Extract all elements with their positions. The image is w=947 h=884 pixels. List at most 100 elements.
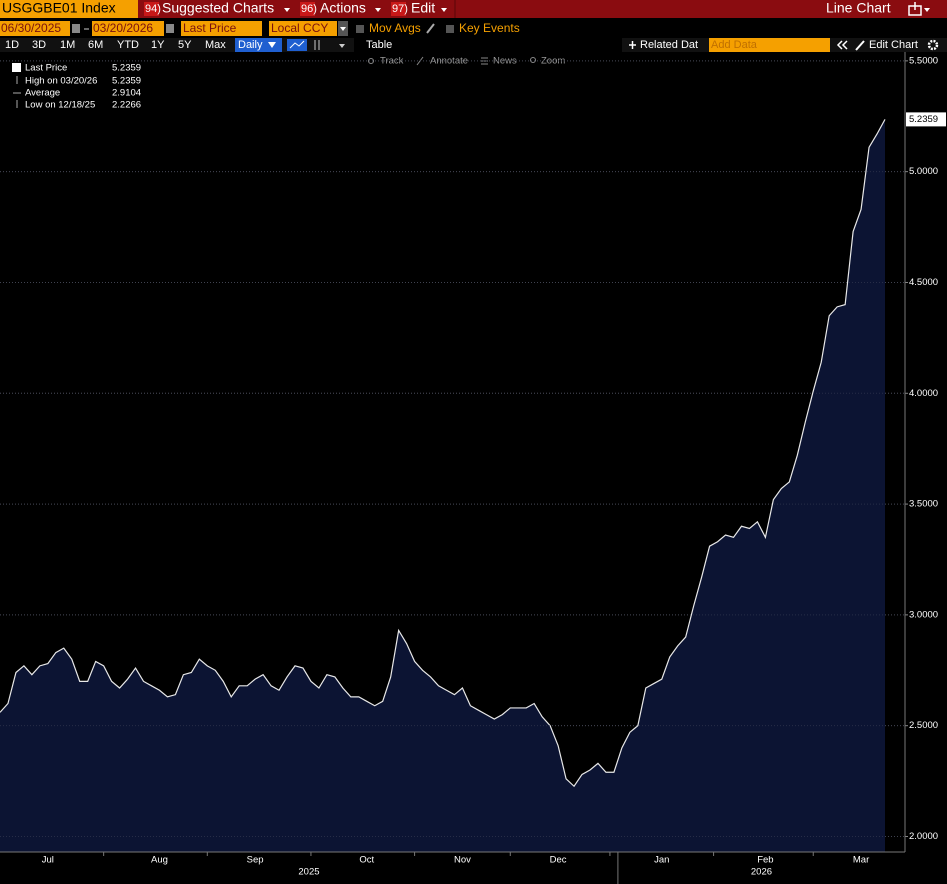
ticker: USGGBE01 Index (2, 0, 116, 16)
x-tick-label: Sep (247, 855, 264, 866)
y-tick-label: 5.0000 (909, 166, 938, 177)
dropdown-arrow[interactable] (339, 44, 345, 48)
range-button[interactable]: 5Y (178, 39, 192, 51)
ticker-field[interactable] (0, 0, 138, 18)
legend: Last Price 5.2359 High on 03/20/26 5.235… (12, 63, 141, 111)
menu-code-box (300, 2, 315, 16)
menu-code-box (391, 2, 406, 16)
collapse-icon[interactable] (841, 40, 848, 50)
menu-edit[interactable]: 97) Edit (391, 0, 447, 16)
legend-label: Low on 12/18/25 (25, 100, 95, 111)
start-date-field[interactable] (0, 21, 70, 36)
range-button[interactable]: 1M (60, 39, 75, 51)
field: Last Price (183, 21, 237, 35)
calendar-icon[interactable] (72, 24, 80, 33)
toggle-label: Mov Avgs (369, 21, 421, 35)
range-button[interactable]: YTD (117, 39, 139, 51)
add-data-field[interactable] (709, 38, 830, 52)
menu-label: Suggested Charts (162, 0, 274, 16)
menu-code: 96) (301, 3, 317, 15)
menu-code: 97) (392, 3, 408, 15)
range-button[interactable]: 1Y (151, 39, 165, 51)
x-tick-label: Mar (853, 855, 869, 866)
frequency: Daily (238, 39, 263, 51)
start-date: 06/30/2025 (1, 21, 61, 35)
menu-actions[interactable]: 96) Actions (300, 0, 381, 16)
legend-value: 5.2359 (112, 63, 141, 74)
last-value-label: 5.2359 (909, 114, 938, 125)
add-data: Add Data (711, 39, 758, 51)
menu-code: 94) (145, 3, 161, 15)
tool[interactable]: Annotate (430, 56, 468, 67)
menu-suggested[interactable]: 94) Suggested Charts (144, 0, 290, 16)
checkbox[interactable] (446, 25, 454, 33)
dropdown-arrow (441, 8, 447, 12)
y-tick-label: 3.0000 (909, 609, 938, 620)
view-name[interactable]: Line Chart (826, 0, 891, 16)
range-button[interactable]: 6M (88, 39, 103, 51)
area (0, 119, 885, 852)
zoom-icon (530, 57, 536, 63)
tool[interactable]: Track (380, 56, 404, 67)
range-buttons: 1D 3D 1M 6M YTD 1Y 5Y Max (5, 39, 226, 51)
y-tick-label: 4.5000 (909, 277, 938, 288)
pencil-icon (855, 40, 865, 51)
last-value-tag (906, 112, 946, 127)
menu-code-box (144, 2, 159, 16)
end-date-field[interactable] (92, 21, 164, 36)
edit-chart[interactable]: Edit Chart (869, 39, 918, 51)
plot: 2.0000 2.5000 3.0000 3.5000 4.0000 4.5000 5.00… (0, 52, 946, 884)
legend-swatch (12, 63, 21, 72)
dropdown-arrow (924, 8, 930, 12)
x-tick-label: Dec (550, 855, 567, 866)
line (0, 119, 886, 788)
range-button[interactable]: 3D (32, 39, 46, 51)
legend-value: 2.2266 (112, 100, 141, 111)
x-tick-label: Oct (359, 855, 374, 866)
share-icon[interactable] (908, 2, 930, 16)
toolbar-gap (354, 38, 622, 52)
x-tick-label: Nov (454, 855, 471, 866)
y-tick-label: 3.5000 (909, 499, 938, 510)
x-group-label: 2026 (751, 867, 772, 878)
dropdown-arrow (268, 42, 276, 48)
x-tick-label: Jan (654, 855, 669, 866)
pencil-icon[interactable] (426, 23, 435, 34)
x-tick-label: Jul (42, 855, 54, 866)
field-select[interactable] (181, 21, 262, 36)
frequency-select[interactable] (235, 38, 282, 52)
tool[interactable]: Zoom (541, 56, 565, 67)
currency: Local CCY (271, 21, 328, 35)
legend-label: Average (25, 88, 60, 99)
menu-label: Edit (411, 0, 435, 16)
dropdown-arrow (340, 27, 346, 31)
collapse-icon[interactable] (836, 40, 843, 50)
calendar-icon[interactable] (166, 24, 174, 33)
top-bar (0, 0, 947, 18)
range-button[interactable]: Max (205, 39, 226, 51)
legend-value: 5.2359 (112, 76, 141, 87)
x-tick-label: Feb (757, 855, 773, 866)
checkbox[interactable] (356, 25, 364, 33)
track-icon (368, 58, 374, 64)
currency-select[interactable] (269, 21, 337, 36)
settings-icon[interactable] (927, 39, 939, 51)
y-tick-label: 2.5000 (909, 720, 938, 731)
toggle-label: Key Events (459, 21, 520, 35)
table-button[interactable]: Table (366, 39, 392, 51)
dropdown-arrow (284, 8, 290, 12)
menu-label: Actions (320, 0, 366, 16)
y-tick-label: 4.0000 (909, 388, 938, 399)
x-tick-label: Aug (151, 855, 168, 866)
range-button[interactable]: 1D (5, 39, 19, 51)
end-date: 03/20/2026 (93, 21, 153, 35)
dropdown-arrow (375, 8, 381, 12)
x-group-label: 2025 (298, 867, 319, 878)
legend-value: 2.9104 (112, 88, 141, 99)
related-data[interactable]: Related Dat (640, 39, 698, 51)
line-icon (289, 40, 305, 49)
y-tick-label: 2.0000 (909, 831, 938, 842)
tool[interactable]: News (493, 56, 517, 67)
